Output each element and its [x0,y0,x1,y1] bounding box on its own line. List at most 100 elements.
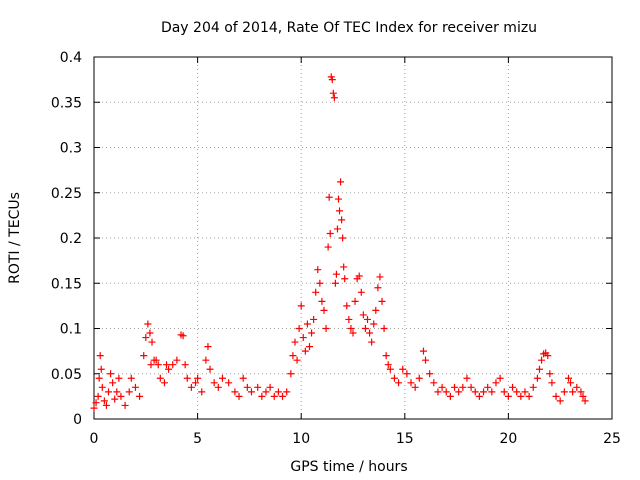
data-point [419,347,427,355]
data-point [331,279,339,287]
data-point [467,383,475,391]
data-point [426,370,434,378]
data-point [322,325,330,332]
data-point [165,365,173,373]
x-axis-label: GPS time / hours [290,459,407,475]
data-point [378,297,386,305]
data-point [183,374,191,382]
data-point [347,325,355,332]
data-point [102,401,110,409]
data-point [332,270,340,278]
data-point [254,383,262,391]
y-tick-label: 0.15 [51,276,82,292]
data-point [328,76,336,84]
data-point [538,356,546,364]
data-point [274,388,282,396]
data-point [337,178,345,186]
data-point [517,392,525,400]
data-point [355,272,363,280]
data-point [345,315,353,323]
data-point [422,356,430,364]
data-point [324,243,332,251]
data-point [351,297,359,305]
data-point [214,383,222,391]
x-tick-label: 10 [292,431,310,447]
data-point [111,395,119,403]
y-tick-label: 0.05 [51,367,82,383]
data-point [430,379,438,387]
data-point [283,388,291,396]
data-point [521,388,529,396]
data-point [374,284,382,292]
data-point [160,379,168,387]
data-point [225,379,233,387]
data-point [341,275,349,283]
data-point [266,383,274,391]
data-point [270,392,278,400]
data-point [488,388,496,396]
data-point [451,383,459,391]
data-point [140,352,148,360]
data-point [173,356,181,364]
data-point [115,374,123,382]
x-tick-label: 20 [499,431,517,447]
chart-title: Day 204 of 2014, Rate Of TEC Index for r… [161,20,537,36]
axis-ticks: 0 5 10 15 20 25 0 0.05 0.1 0.15 0.2 0.25 0.3 0.35 0.4 [51,50,621,447]
y-axis-label: ROTI / TECUs [7,192,23,284]
data-point [148,338,156,346]
data-point [384,361,392,369]
data-point [301,347,309,355]
data-point [325,193,333,201]
data-point [154,361,162,369]
data-point [368,338,376,346]
data-point [100,397,108,405]
data-point [204,343,212,351]
data-point [262,388,270,396]
data-point [548,379,556,387]
data-point [459,383,467,391]
data-point [146,329,154,337]
data-point [92,399,100,407]
data-point [380,325,388,332]
x-tick-label: 5 [193,431,202,447]
data-point [318,297,326,305]
data-point [334,195,342,203]
data-point [556,397,564,405]
data-point [463,374,471,382]
y-tick-label: 0.35 [51,95,82,111]
data-point [97,365,105,373]
data-point [577,388,585,396]
x-tick-label: 0 [90,431,99,447]
data-point [504,392,512,400]
data-point [544,352,552,360]
data-point [299,334,307,342]
data-point [131,383,139,391]
data-point [560,388,568,396]
data-point [187,383,195,391]
data-point [370,320,378,328]
data-point [303,320,311,328]
data-point [312,288,320,296]
data-point [210,379,218,387]
data-point [399,365,407,373]
data-point [361,325,369,332]
data-point [442,388,450,396]
data-point [500,388,508,396]
x-tick-label: 15 [396,431,414,447]
data-point [357,288,365,296]
data-point [156,374,164,382]
data-point [194,374,202,382]
data-point [484,383,492,391]
data-point [569,388,577,396]
data-point [366,329,374,337]
data-point [293,356,301,364]
y-tick-label: 0 [73,412,82,428]
data-point [513,388,521,396]
data-point [109,379,117,387]
data-point [113,388,121,396]
data-point [372,306,380,314]
data-point [179,332,187,340]
data-point [291,338,299,346]
data-point [359,311,367,319]
